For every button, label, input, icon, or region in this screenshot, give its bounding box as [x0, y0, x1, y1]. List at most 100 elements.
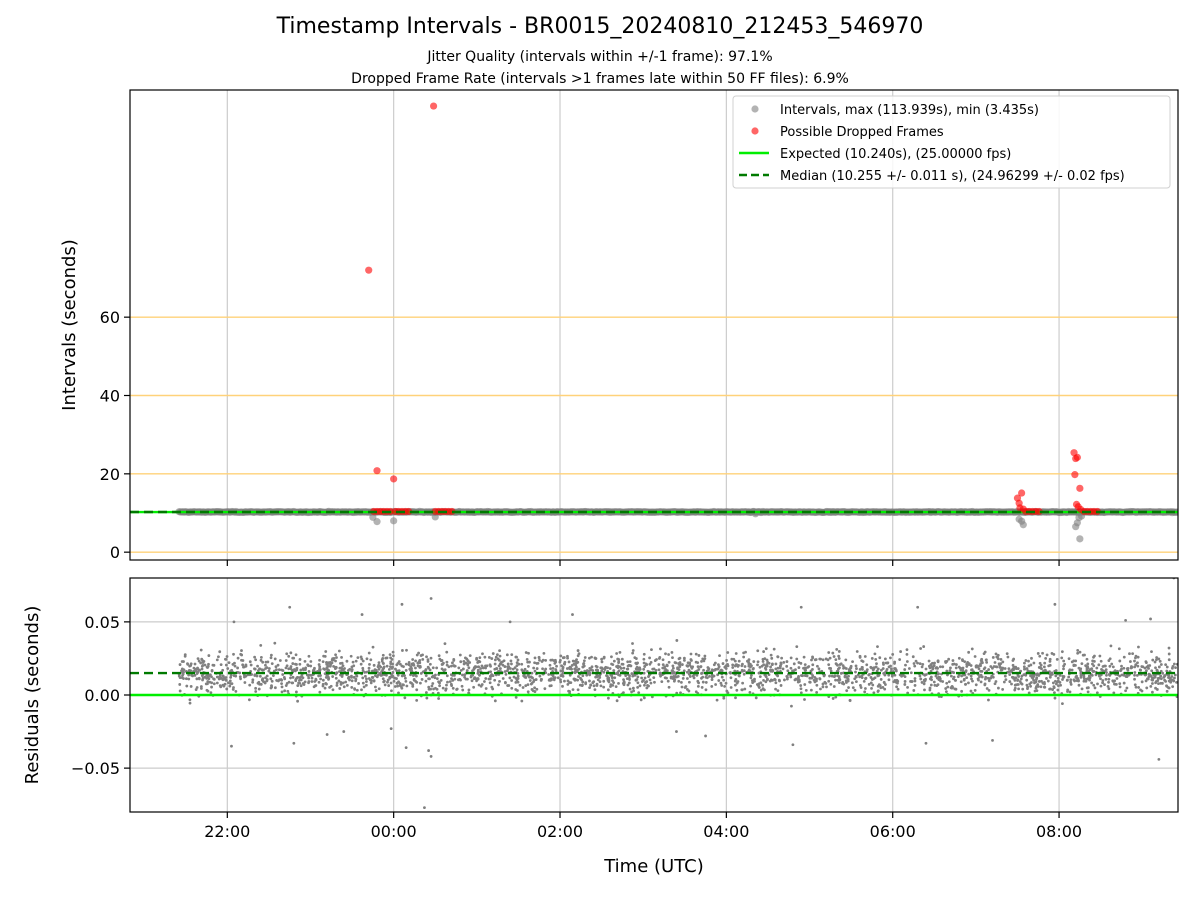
residual-point — [391, 671, 395, 674]
residual-point — [535, 687, 539, 691]
residual-point — [576, 660, 580, 664]
residual-point — [580, 678, 583, 682]
residual-point — [847, 686, 850, 689]
residual-point — [987, 679, 991, 683]
residual-point — [567, 666, 571, 670]
residual-point — [431, 674, 435, 678]
residual-point — [609, 683, 613, 687]
residual-point — [979, 662, 983, 666]
residual-point — [919, 647, 923, 650]
residual-point — [307, 670, 311, 673]
residual-point — [636, 675, 640, 679]
residual-point — [645, 680, 649, 683]
residual-point — [1077, 683, 1081, 687]
residual-point — [1133, 665, 1137, 669]
residual-point — [882, 680, 886, 684]
residual-point — [703, 657, 707, 661]
residual-point — [368, 662, 371, 666]
residual-point — [428, 662, 432, 666]
residual-point — [687, 689, 691, 693]
residual-point — [710, 685, 714, 688]
residual-point — [1133, 659, 1136, 663]
residual-point — [642, 667, 646, 671]
residual-point — [445, 674, 449, 678]
residual-point — [1031, 676, 1035, 680]
residual-point — [276, 663, 280, 667]
residual-point — [979, 664, 982, 668]
residual-point — [638, 684, 642, 688]
residual-point — [858, 675, 862, 679]
residual-point — [965, 665, 969, 668]
residual-point — [704, 734, 707, 738]
residual-point — [493, 662, 497, 666]
residual-point — [1026, 669, 1030, 673]
residual-point — [1069, 682, 1073, 686]
residual-point — [1124, 619, 1127, 622]
residual-point — [418, 665, 422, 669]
residual-point — [1155, 669, 1159, 672]
residual-point — [264, 663, 267, 667]
residual-point — [1063, 662, 1067, 666]
residual-point — [677, 668, 681, 671]
residual-point — [395, 681, 399, 685]
residual-point — [977, 667, 981, 671]
residual-point — [631, 642, 634, 645]
residual-point — [1033, 681, 1036, 685]
x-tick-label: 22:00 — [204, 822, 250, 841]
residual-point — [811, 655, 814, 659]
residual-point — [819, 687, 822, 691]
residual-point — [430, 684, 434, 688]
residual-point — [323, 668, 327, 671]
residual-point — [643, 683, 646, 687]
residual-point — [507, 684, 511, 687]
residual-point — [800, 674, 803, 677]
residual-point — [1092, 669, 1096, 673]
residual-point — [374, 685, 377, 689]
residual-point — [510, 653, 514, 657]
residual-point — [700, 671, 704, 675]
residual-point — [1113, 682, 1117, 686]
residual-point — [212, 682, 216, 686]
residual-point — [461, 688, 465, 692]
residual-point — [1117, 647, 1121, 651]
residual-point — [178, 683, 182, 686]
residual-point — [210, 669, 214, 673]
residual-point — [201, 664, 205, 667]
residual-point — [761, 657, 765, 661]
residual-point — [264, 667, 267, 670]
residual-point — [1167, 679, 1171, 683]
residual-point — [761, 683, 765, 687]
residual-point — [687, 680, 691, 684]
residual-point — [1156, 676, 1160, 680]
residual-point — [309, 660, 313, 663]
residual-point — [1013, 686, 1017, 690]
residual-point — [549, 667, 553, 671]
residual-point — [690, 659, 693, 662]
dropped-frame-point — [1035, 507, 1043, 516]
residual-point — [1141, 665, 1145, 669]
residual-point — [652, 676, 656, 680]
residual-point — [361, 659, 365, 663]
residual-point — [438, 684, 441, 688]
residual-point — [221, 683, 225, 687]
residual-point — [411, 683, 415, 686]
residual-point — [1112, 691, 1116, 695]
residual-point — [520, 662, 524, 666]
residual-point — [796, 680, 800, 684]
residual-point — [1093, 686, 1097, 690]
residual-point — [885, 668, 889, 671]
residual-point — [303, 680, 307, 684]
residual-point — [688, 675, 692, 678]
residual-point — [1149, 674, 1153, 678]
residual-point — [963, 660, 967, 663]
residual-point — [729, 686, 733, 689]
residual-point — [395, 663, 399, 667]
residual-point — [678, 656, 682, 660]
residual-point — [321, 684, 325, 688]
residual-point — [1062, 675, 1065, 679]
residual-point — [504, 681, 507, 685]
residual-point — [580, 684, 584, 688]
residual-point — [257, 687, 261, 691]
residual-point — [803, 663, 807, 667]
residual-point — [294, 653, 298, 657]
